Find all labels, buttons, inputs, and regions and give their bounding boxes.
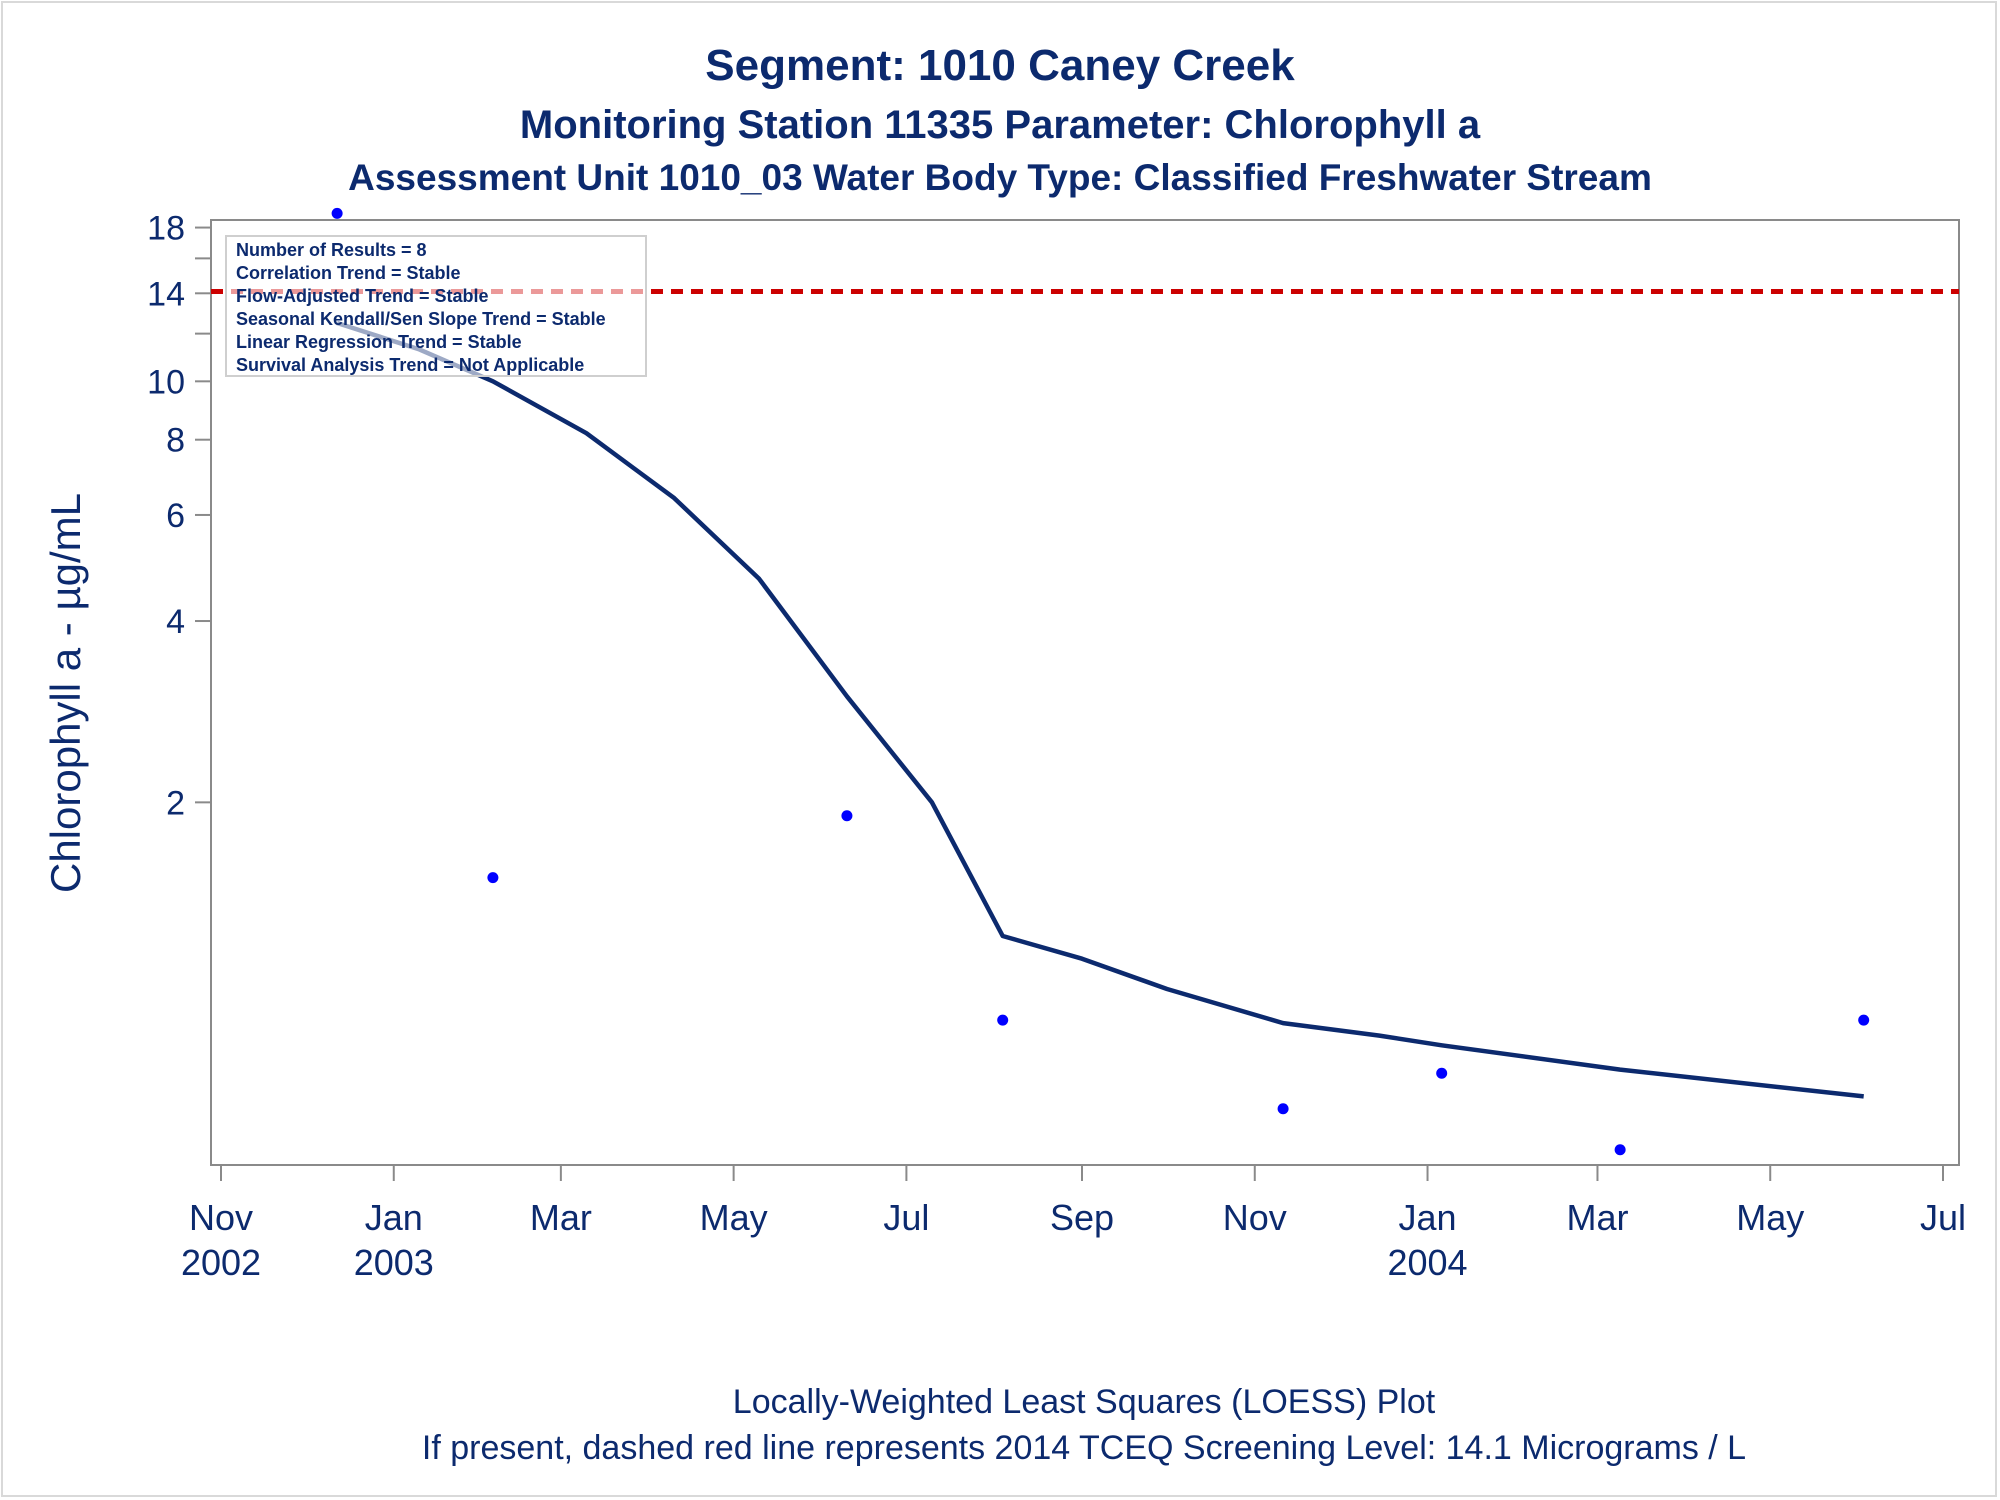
x-tick-year-label: 2002 — [181, 1242, 261, 1283]
data-point — [1614, 1144, 1626, 1156]
x-tick-label: Jul — [1920, 1197, 1966, 1238]
x-tick-label: Sep — [1050, 1197, 1114, 1238]
x-tick-label: May — [1736, 1197, 1804, 1238]
y-tick-label: 2 — [166, 784, 185, 822]
loess-line — [336, 320, 1864, 1099]
stats-box-frame — [225, 235, 647, 377]
y-axis-label: Chlorophyll a - µg/mL — [42, 493, 89, 893]
y-tick-label: 14 — [147, 275, 185, 313]
stats-line: Seasonal Kendall/Sen Slope Trend = Stabl… — [236, 309, 606, 329]
x-tick-label: Jan — [1399, 1197, 1457, 1238]
y-tick-label: 6 — [166, 497, 185, 535]
y-tick-label: 4 — [166, 603, 185, 641]
footnote-1: Locally-Weighted Least Squares (LOESS) P… — [733, 1383, 1436, 1421]
y-tick-label: 8 — [166, 422, 185, 460]
stats-line: Correlation Trend = Stable — [236, 263, 461, 283]
chart-subtitle: Monitoring Station 11335 Parameter: Chlo… — [520, 103, 1481, 147]
chart-title: Segment: 1010 Caney Creek — [705, 41, 1295, 90]
data-point — [1436, 1067, 1448, 1079]
data-point — [487, 872, 499, 884]
data-point — [997, 1014, 1009, 1026]
x-tick-year-label: 2003 — [354, 1242, 434, 1283]
stats-box: Number of Results = 8 Correlation Trend =… — [225, 235, 647, 377]
x-tick-label: Mar — [530, 1197, 592, 1238]
x-tick-label: Jan — [365, 1197, 423, 1238]
y-tick-label: 10 — [147, 363, 185, 401]
data-points — [331, 207, 1870, 1156]
stats-lines: Number of Results = 8 Correlation Trend =… — [236, 240, 606, 375]
x-tick-label: May — [700, 1197, 768, 1238]
data-point — [331, 207, 343, 219]
stats-line: Survival Analysis Trend = Not Applicable — [236, 355, 584, 375]
stats-line: Flow-Adjusted Trend = Stable — [236, 286, 489, 306]
y-tick-label: 18 — [147, 210, 185, 248]
x-tick-label: Nov — [189, 1197, 253, 1238]
data-point — [1277, 1103, 1289, 1115]
data-point — [1858, 1014, 1870, 1026]
x-tick-label: Nov — [1223, 1197, 1287, 1238]
chart-subtitle-2: Assessment Unit 1010_03 Water Body Type:… — [348, 157, 1652, 198]
footnote-2: If present, dashed red line represents 2… — [422, 1429, 1746, 1467]
x-tick-label: Jul — [883, 1197, 929, 1238]
data-point — [841, 810, 853, 822]
plot-area — [210, 219, 1960, 1166]
stats-line: Number of Results = 8 — [236, 240, 427, 260]
y-axis: 2 4 6 8 10 14 18 — [147, 210, 211, 822]
x-tick-label: Mar — [1566, 1197, 1628, 1238]
loess-curve — [336, 320, 1864, 1099]
x-tick-year-label: 2004 — [1387, 1242, 1467, 1283]
stats-line: Linear Regression Trend = Stable — [236, 332, 522, 352]
